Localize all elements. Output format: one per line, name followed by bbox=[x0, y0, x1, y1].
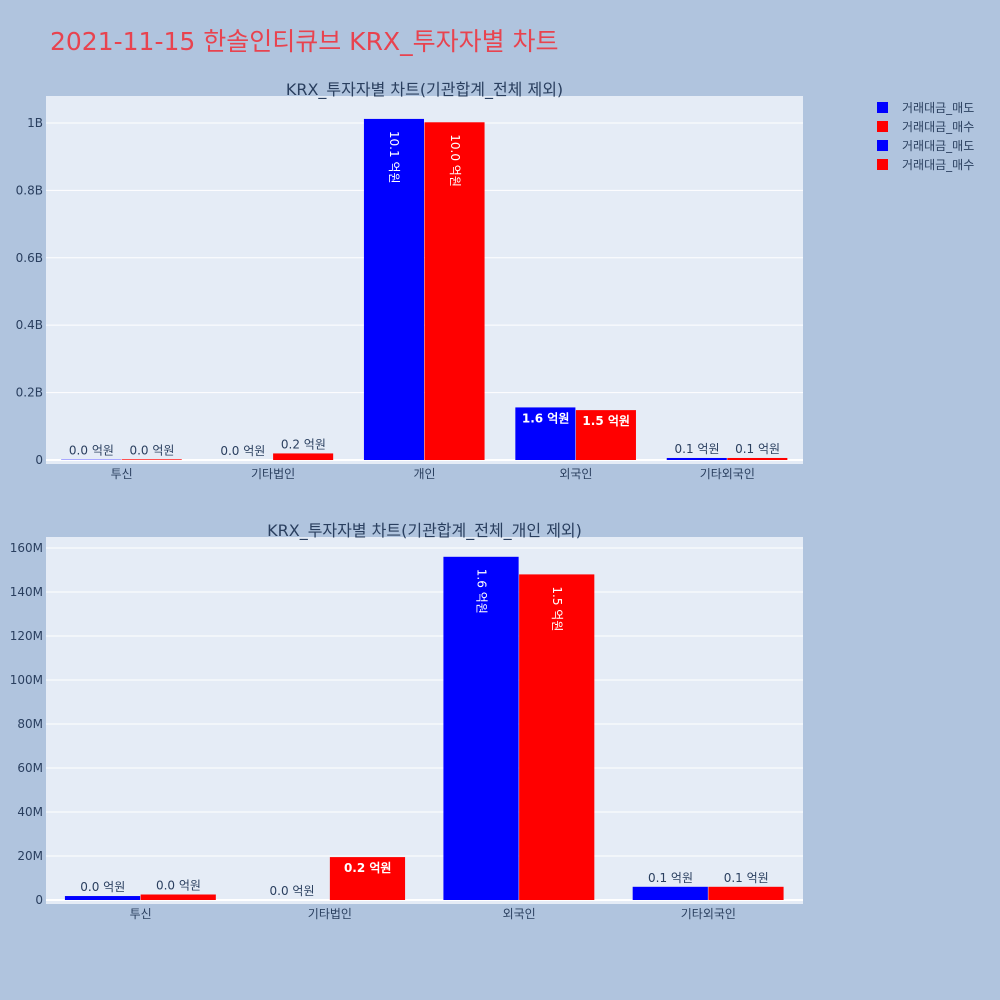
data-label: 0.0 억원 bbox=[129, 443, 174, 457]
data-label: 0.0 억원 bbox=[69, 444, 114, 458]
data-label: 0.0 억원 bbox=[270, 884, 315, 898]
x-tick-label: 투신 bbox=[130, 907, 152, 921]
y-tick-label: 0.2B bbox=[16, 386, 43, 400]
data-label: 0.1 억원 bbox=[735, 442, 780, 456]
bar-sell[interactable] bbox=[632, 886, 708, 900]
y-tick-label: 120M bbox=[10, 629, 43, 643]
plot-area bbox=[46, 537, 803, 904]
y-tick-label: 1B bbox=[27, 116, 43, 130]
legend-swatch[interactable] bbox=[877, 159, 888, 170]
y-tick-label: 0.6B bbox=[16, 251, 43, 265]
x-tick-label: 기타외국인 bbox=[681, 907, 736, 921]
bar-buy[interactable] bbox=[273, 453, 334, 460]
bar-buy[interactable] bbox=[575, 410, 636, 460]
x-tick-label: 개인 bbox=[413, 467, 435, 481]
legend-swatch[interactable] bbox=[877, 140, 888, 151]
data-label: 0.1 억원 bbox=[675, 442, 720, 456]
y-tick-label: 80M bbox=[17, 717, 43, 731]
data-label: 1.5 억원 bbox=[582, 414, 630, 428]
chart-bottom: 0 20M 40M 60M 80M 100M 120M 140M 160M KRX_투자자별 차트… bbox=[10, 521, 803, 921]
legend-label[interactable]: 거래대금_매수 bbox=[902, 158, 974, 172]
y-tick-label: 20M bbox=[17, 849, 43, 863]
data-label: 1.6 억원 bbox=[522, 411, 570, 425]
y-tick-label: 160M bbox=[10, 541, 43, 555]
x-tick-label: 기타법인 bbox=[251, 467, 295, 481]
y-tick-label: 100M bbox=[10, 673, 43, 687]
data-label: 0.0 억원 bbox=[80, 880, 125, 894]
x-tick-label: 투신 bbox=[111, 467, 133, 481]
bar-sell[interactable] bbox=[666, 457, 727, 460]
data-label: 0.2 억원 bbox=[344, 861, 392, 875]
x-tick-label: 기타법인 bbox=[308, 907, 352, 921]
bar-sell[interactable] bbox=[443, 556, 519, 900]
data-label: 0.1 억원 bbox=[648, 871, 693, 885]
legend-label[interactable]: 거래대금_매도 bbox=[902, 101, 974, 115]
legend-label[interactable]: 거래대금_매도 bbox=[902, 139, 974, 153]
data-label: 0.0 억원 bbox=[156, 879, 201, 893]
y-tick-label: 0.8B bbox=[16, 183, 43, 197]
bar-sell[interactable] bbox=[64, 896, 141, 900]
y-tick-label: 140M bbox=[10, 585, 43, 599]
y-tick-label: 0 bbox=[35, 453, 43, 467]
x-tick-label: 외국인 bbox=[503, 907, 536, 921]
data-label: 0.0 억원 bbox=[220, 444, 265, 458]
legend-swatch[interactable] bbox=[877, 121, 888, 132]
bar-buy[interactable] bbox=[424, 122, 485, 461]
x-tick-label: 기타외국인 bbox=[700, 467, 755, 481]
bar-buy[interactable] bbox=[329, 857, 406, 900]
y-tick-label: 0.4B bbox=[16, 318, 43, 332]
chart-title: KRX_투자자별 차트(기관합계_전체_개인 제외) bbox=[267, 521, 582, 541]
bar-buy[interactable] bbox=[140, 894, 216, 901]
legend-label[interactable]: 거래대금_매수 bbox=[902, 120, 974, 134]
data-label: 10.0 억원 bbox=[448, 134, 462, 187]
y-tick-label: 40M bbox=[17, 805, 43, 819]
page-title: 2021-11-15 한솔인티큐브 KRX_투자자별 차트 bbox=[50, 27, 559, 56]
bar-buy[interactable] bbox=[727, 457, 788, 460]
x-tick-label: 외국인 bbox=[559, 467, 592, 481]
data-label: 0.2 억원 bbox=[281, 437, 326, 451]
legend-swatch[interactable] bbox=[877, 102, 888, 113]
bar-sell[interactable] bbox=[363, 118, 424, 460]
bar-buy[interactable] bbox=[121, 459, 182, 460]
bar-sell[interactable] bbox=[515, 407, 576, 460]
chart-title: KRX_투자자별 차트(기관합계_전체 제외) bbox=[286, 80, 563, 100]
data-label: 10.1 억원 bbox=[387, 131, 401, 184]
y-tick-label: 60M bbox=[17, 761, 43, 775]
bar-buy[interactable] bbox=[519, 574, 595, 900]
data-label: 1.6 억원 bbox=[474, 569, 488, 614]
chart-top: 0 0.2B 0.4B 0.6B 0.8B 1B KRX_투자자별 차트(기관합계_전체 제… bbox=[16, 80, 803, 481]
data-label: 0.1 억원 bbox=[724, 871, 769, 885]
y-tick-label: 0 bbox=[35, 893, 43, 907]
data-label: 1.5 억원 bbox=[550, 586, 564, 631]
bar-buy[interactable] bbox=[708, 886, 784, 900]
